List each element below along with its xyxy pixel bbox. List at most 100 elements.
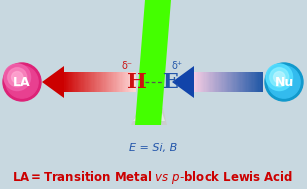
Bar (102, 72, 104, 92)
Bar (207, 72, 209, 92)
Circle shape (270, 68, 289, 87)
Bar (261, 72, 263, 92)
Bar (232, 72, 234, 92)
Bar (239, 72, 241, 92)
Bar (66, 72, 68, 92)
Bar (231, 72, 233, 92)
Bar (244, 72, 246, 92)
Bar (134, 72, 136, 92)
Bar (198, 72, 200, 92)
Bar (123, 72, 125, 92)
Bar (213, 72, 215, 92)
Bar (249, 72, 251, 92)
Bar (212, 72, 214, 92)
Bar (251, 72, 253, 92)
Bar (242, 72, 243, 92)
Bar (90, 72, 92, 92)
Bar (119, 72, 121, 92)
Bar (202, 72, 204, 92)
Bar (203, 72, 205, 92)
Bar (225, 72, 227, 92)
Polygon shape (135, 0, 171, 125)
Bar (107, 72, 109, 92)
Bar (95, 72, 97, 92)
Bar (68, 72, 70, 92)
Bar (215, 72, 217, 92)
Bar (190, 72, 192, 92)
Bar (219, 72, 221, 92)
Bar (214, 72, 216, 92)
Bar (114, 72, 116, 92)
Bar (81, 72, 84, 92)
Bar (83, 72, 85, 92)
Bar (108, 72, 110, 92)
Bar (221, 72, 223, 92)
Bar (91, 72, 93, 92)
Polygon shape (42, 66, 64, 98)
Bar (209, 72, 211, 92)
Bar (235, 72, 236, 92)
Bar (100, 72, 102, 92)
Bar (240, 72, 243, 92)
Bar (222, 72, 224, 92)
Bar (227, 72, 229, 92)
Bar (77, 72, 79, 92)
Text: δ⁻: δ⁻ (122, 61, 133, 71)
Circle shape (3, 63, 41, 101)
Bar (252, 72, 255, 92)
Bar (110, 72, 111, 92)
Bar (254, 72, 256, 92)
Text: Nu: Nu (274, 77, 293, 90)
Bar (120, 72, 122, 92)
Bar (99, 72, 100, 92)
Bar (80, 72, 82, 92)
Bar (192, 72, 194, 92)
Bar (78, 72, 80, 92)
Bar (124, 72, 126, 92)
Bar (245, 72, 247, 92)
Bar (72, 72, 74, 92)
Bar (62, 72, 64, 92)
Bar (255, 72, 257, 92)
Bar (96, 72, 98, 92)
Bar (197, 72, 199, 92)
Bar (125, 72, 127, 92)
Bar (206, 72, 208, 92)
Bar (89, 72, 91, 92)
Bar (200, 72, 202, 92)
Bar (218, 72, 220, 92)
Bar (92, 72, 95, 92)
Bar (235, 72, 238, 92)
Bar (237, 72, 239, 92)
Circle shape (4, 64, 31, 91)
Bar (103, 72, 105, 92)
Polygon shape (131, 108, 167, 125)
Bar (130, 72, 132, 92)
Bar (128, 72, 130, 92)
Bar (216, 72, 218, 92)
Bar (76, 72, 77, 92)
Bar (257, 72, 259, 92)
Bar (260, 72, 262, 92)
Polygon shape (133, 110, 165, 121)
Bar (204, 72, 206, 92)
Bar (79, 72, 81, 92)
Bar (201, 72, 203, 92)
Bar (223, 72, 226, 92)
Text: E: E (162, 72, 178, 92)
Bar (86, 72, 88, 92)
Text: $\bf{LA = Transition\ Metal}$ $\mathit{vs}$ $\bf{\mathit{p}}$-$\bf{block\ Lewis\: $\bf{LA = Transition\ Metal}$ $\mathit{v… (12, 170, 293, 187)
Bar (115, 72, 118, 92)
Bar (122, 72, 124, 92)
Bar (226, 72, 228, 92)
Bar (248, 72, 250, 92)
Bar (64, 72, 66, 92)
Circle shape (6, 66, 38, 98)
Bar (195, 72, 197, 92)
Bar (250, 72, 252, 92)
Circle shape (265, 63, 303, 101)
Circle shape (12, 72, 23, 83)
Bar (69, 72, 71, 92)
Bar (84, 72, 86, 92)
Bar (131, 72, 133, 92)
